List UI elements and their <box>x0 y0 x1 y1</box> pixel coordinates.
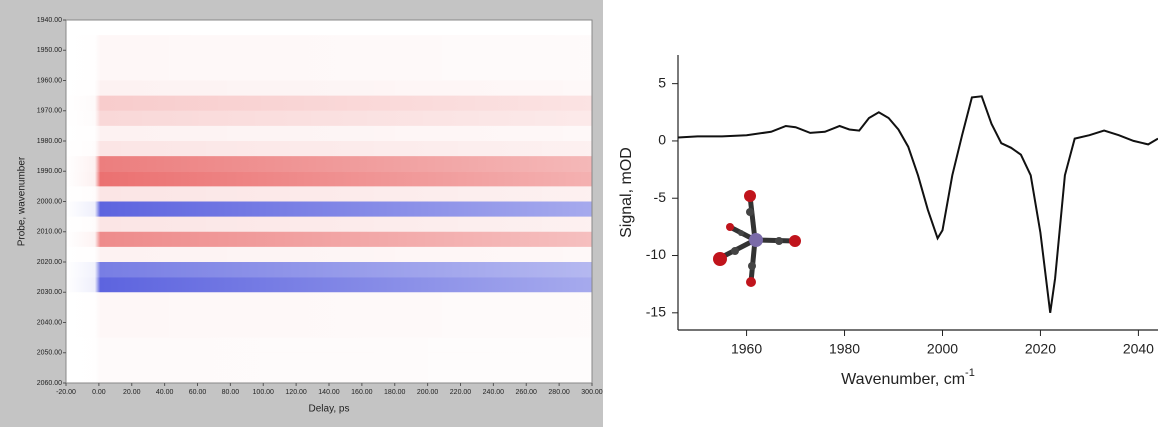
y-tick-label: -10 <box>646 246 666 262</box>
y-tick-label: 2030.00 <box>37 289 62 296</box>
x-tick-label: 120.00 <box>285 389 307 396</box>
x-axis-label-superscript: -1 <box>965 367 975 379</box>
y-tick-label: 1950.00 <box>37 47 62 54</box>
x-tick-label: 200.00 <box>417 389 439 396</box>
x-tick-label: 300.00 <box>581 389 603 396</box>
y-tick-label: 1980.00 <box>37 138 62 145</box>
x-tick-label: 240.00 <box>483 389 505 396</box>
signal-line <box>677 95 1158 313</box>
x-tick-label: 1960 <box>731 341 762 357</box>
x-axis-label: Delay, ps <box>309 404 350 415</box>
y-tick-label: -15 <box>646 304 666 320</box>
y-tick-label: 2050.00 <box>37 350 62 357</box>
x-tick-label: 0.00 <box>92 389 106 396</box>
x-tick-label: 80.00 <box>222 389 240 396</box>
y-tick-label: 0 <box>658 132 666 148</box>
line-panel: 5 0 -5 -10 -15 1960 1980 2000 2020 2040 Wavenumber… <box>618 55 1158 388</box>
y-tick-label: 1960.00 <box>37 77 62 84</box>
heatmap-panel: 1940.00 1950.00 1960.00 1970.00 1980.00 1990.… <box>17 17 603 415</box>
x-tick-label: 100.00 <box>253 389 275 396</box>
x-tick-label: 2040 <box>1123 341 1154 357</box>
molecule-icon <box>713 190 801 287</box>
x-tick-label: 2000 <box>927 341 958 357</box>
x-tick-label: -20.00 <box>56 389 76 396</box>
y-tick-label: 2020.00 <box>37 259 62 266</box>
y-tick-label: 1970.00 <box>37 108 62 115</box>
x-tick-label: 40.00 <box>156 389 174 396</box>
y-tick-label: 2010.00 <box>37 229 62 236</box>
y-tick-label: 5 <box>658 74 666 90</box>
y-axis-label: Signal, mOD <box>618 147 635 238</box>
x-axis-label-text: Wavenumber, cm <box>841 371 965 388</box>
x-tick-label: 60.00 <box>189 389 207 396</box>
y-tick-label: 1990.00 <box>37 168 62 175</box>
y-tick-label: 2040.00 <box>37 319 62 326</box>
x-tick-label: 160.00 <box>351 389 373 396</box>
x-tick-label: 260.00 <box>516 389 538 396</box>
y-tick-label: 2060.00 <box>37 380 62 387</box>
x-tick-label: 280.00 <box>548 389 570 396</box>
y-tick-label: 1940.00 <box>37 17 62 24</box>
fade-overlay <box>66 20 592 383</box>
x-tick-label: 20.00 <box>123 389 141 396</box>
y-tick-label: -5 <box>654 189 667 205</box>
x-tick-label: 1980 <box>829 341 860 357</box>
x-tick-label: 180.00 <box>384 389 406 396</box>
x-tick-label: 220.00 <box>450 389 472 396</box>
y-axis-label: Probe, wavenumber <box>17 156 28 246</box>
x-axis-label: Wavenumber, cm-1 <box>841 367 975 388</box>
x-tick-label: 2020 <box>1025 341 1056 357</box>
x-tick-label: 140.00 <box>318 389 340 396</box>
y-tick-label: 2000.00 <box>37 198 62 205</box>
